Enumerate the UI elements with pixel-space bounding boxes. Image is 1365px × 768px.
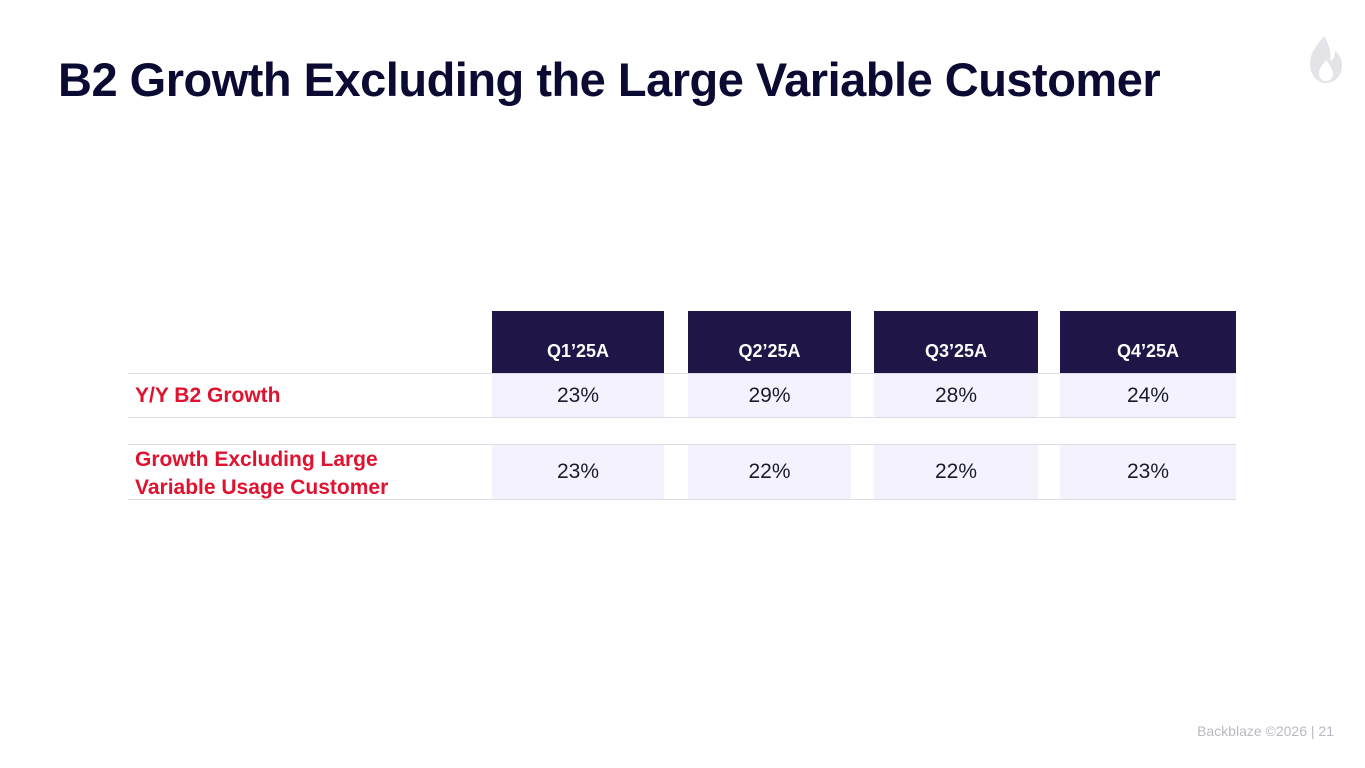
row-divider bbox=[128, 373, 1236, 374]
column-header-q3: Q3’25A bbox=[874, 311, 1038, 373]
row-label-line: Variable Usage Customer bbox=[135, 476, 389, 499]
footer-copyright: Backblaze ©2026 | 21 bbox=[1197, 723, 1334, 739]
row-divider bbox=[128, 499, 1236, 500]
table-cell: 22% bbox=[688, 445, 851, 499]
table-cell: 24% bbox=[1060, 374, 1236, 417]
row-label-line: Growth Excluding Large bbox=[135, 448, 378, 471]
row-label-yy-b2-growth: Y/Y B2 Growth bbox=[135, 384, 281, 407]
table-cell: 28% bbox=[874, 374, 1038, 417]
column-header-q1: Q1’25A bbox=[492, 311, 664, 373]
flame-icon bbox=[1310, 36, 1342, 83]
row-divider bbox=[128, 417, 1236, 418]
slide-title: B2 Growth Excluding the Large Variable C… bbox=[58, 53, 1161, 106]
table-cell: 29% bbox=[688, 374, 851, 417]
table-cell: 23% bbox=[1060, 445, 1236, 499]
column-header-q4: Q4’25A bbox=[1060, 311, 1236, 373]
row-divider bbox=[128, 444, 1236, 445]
table-cell: 23% bbox=[492, 374, 664, 417]
column-header-q2: Q2’25A bbox=[688, 311, 851, 373]
row-label-growth-excluding: Growth Excluding Large Variable Usage Cu… bbox=[135, 446, 388, 502]
table-cell: 22% bbox=[874, 445, 1038, 499]
table-cell: 23% bbox=[492, 445, 664, 499]
